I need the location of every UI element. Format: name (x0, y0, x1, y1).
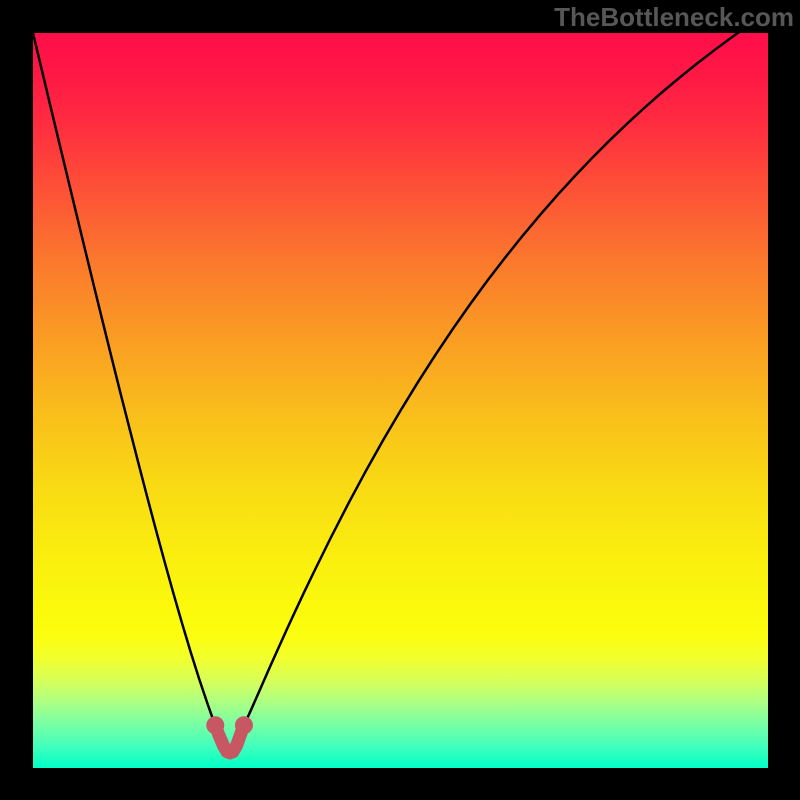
chart-container: TheBottleneck.com (0, 0, 800, 800)
highlight-dot-start (206, 716, 224, 734)
watermark-text: TheBottleneck.com (554, 2, 794, 33)
bottleneck-chart (0, 0, 800, 800)
plot-background (33, 33, 768, 768)
highlight-dot-end (235, 716, 253, 734)
